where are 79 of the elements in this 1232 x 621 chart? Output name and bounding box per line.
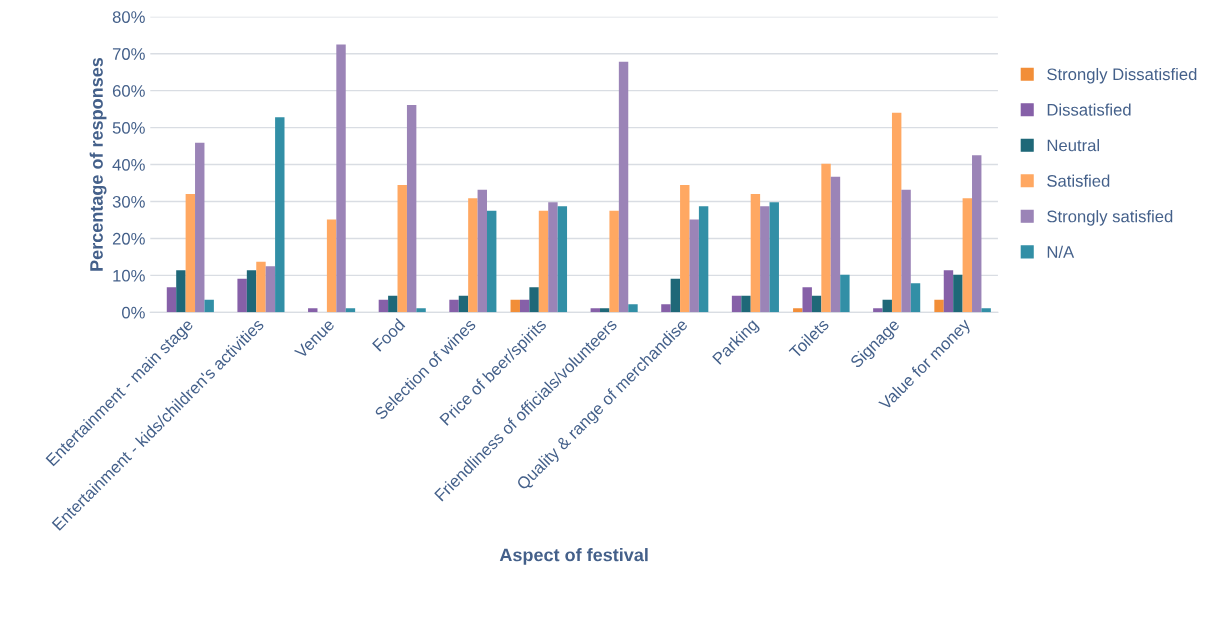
bar [265,266,276,313]
legend-label: Dissatisfied [1047,103,1131,116]
bar [538,210,549,313]
bar [590,308,601,313]
bar [830,176,841,313]
bar [882,299,892,313]
bar [256,261,266,313]
bar [840,274,850,313]
bar [166,287,177,313]
bar [609,210,619,313]
y-tick-label: 10% [113,269,145,282]
legend-label: Strongly Dissatisfied [1047,67,1197,84]
bar [345,308,356,313]
bar [308,308,318,313]
bar [449,299,459,313]
bar [793,308,803,313]
bar [185,194,196,313]
bar [326,219,337,313]
bar [416,308,426,313]
bar [548,202,558,313]
bar [458,295,469,313]
bar [195,142,205,313]
bar [477,189,487,313]
y-tick-label: 0% [122,306,145,319]
bar [487,210,497,313]
bar [388,295,398,313]
legend-label: N/A [1047,245,1075,258]
bar [670,278,681,313]
x-axis-title: Aspect of festival [499,548,648,565]
bar [397,184,407,313]
bar [981,308,991,313]
bar [953,274,963,313]
bar [943,270,954,313]
bar [680,184,690,313]
bar [760,206,770,313]
bar [176,270,186,313]
legend-label: Strongly satisfied [1047,210,1173,226]
bar [378,299,389,313]
bar [275,117,285,313]
bar [910,283,921,313]
bar [406,105,417,313]
bar [689,219,699,313]
y-tick-label: 30% [112,195,145,208]
y-tick-label: 40% [112,158,145,171]
y-axis-title: Percentage of responses [89,57,107,271]
bar [901,189,911,313]
y-tick-label: 20% [112,232,145,245]
bar [821,163,831,313]
y-tick-label: 70% [112,48,145,60]
legend-label: Neutral [1047,139,1100,152]
bar [600,308,610,313]
bar [519,299,530,313]
bar [336,44,346,313]
bar [529,287,539,313]
y-tick-label: 50% [112,122,145,134]
bar [618,61,629,313]
bar [237,278,247,313]
bar [873,308,883,313]
bar [468,198,478,313]
bar [750,194,761,313]
bar [802,287,812,313]
bar [811,295,822,313]
bar [769,202,779,313]
bar [661,304,671,313]
bar [698,206,709,313]
bar [891,112,902,313]
bar [741,295,751,313]
bar [510,299,520,313]
bar [246,270,257,313]
bar [731,295,742,313]
bar [934,299,944,313]
legend-label: Satisfied [1047,174,1110,187]
bar [972,155,982,313]
bar [204,299,214,313]
bar [628,304,638,313]
bar [557,206,568,313]
y-tick-label: 80% [112,11,145,23]
bar [962,198,973,313]
y-tick-label: 60% [112,85,145,97]
